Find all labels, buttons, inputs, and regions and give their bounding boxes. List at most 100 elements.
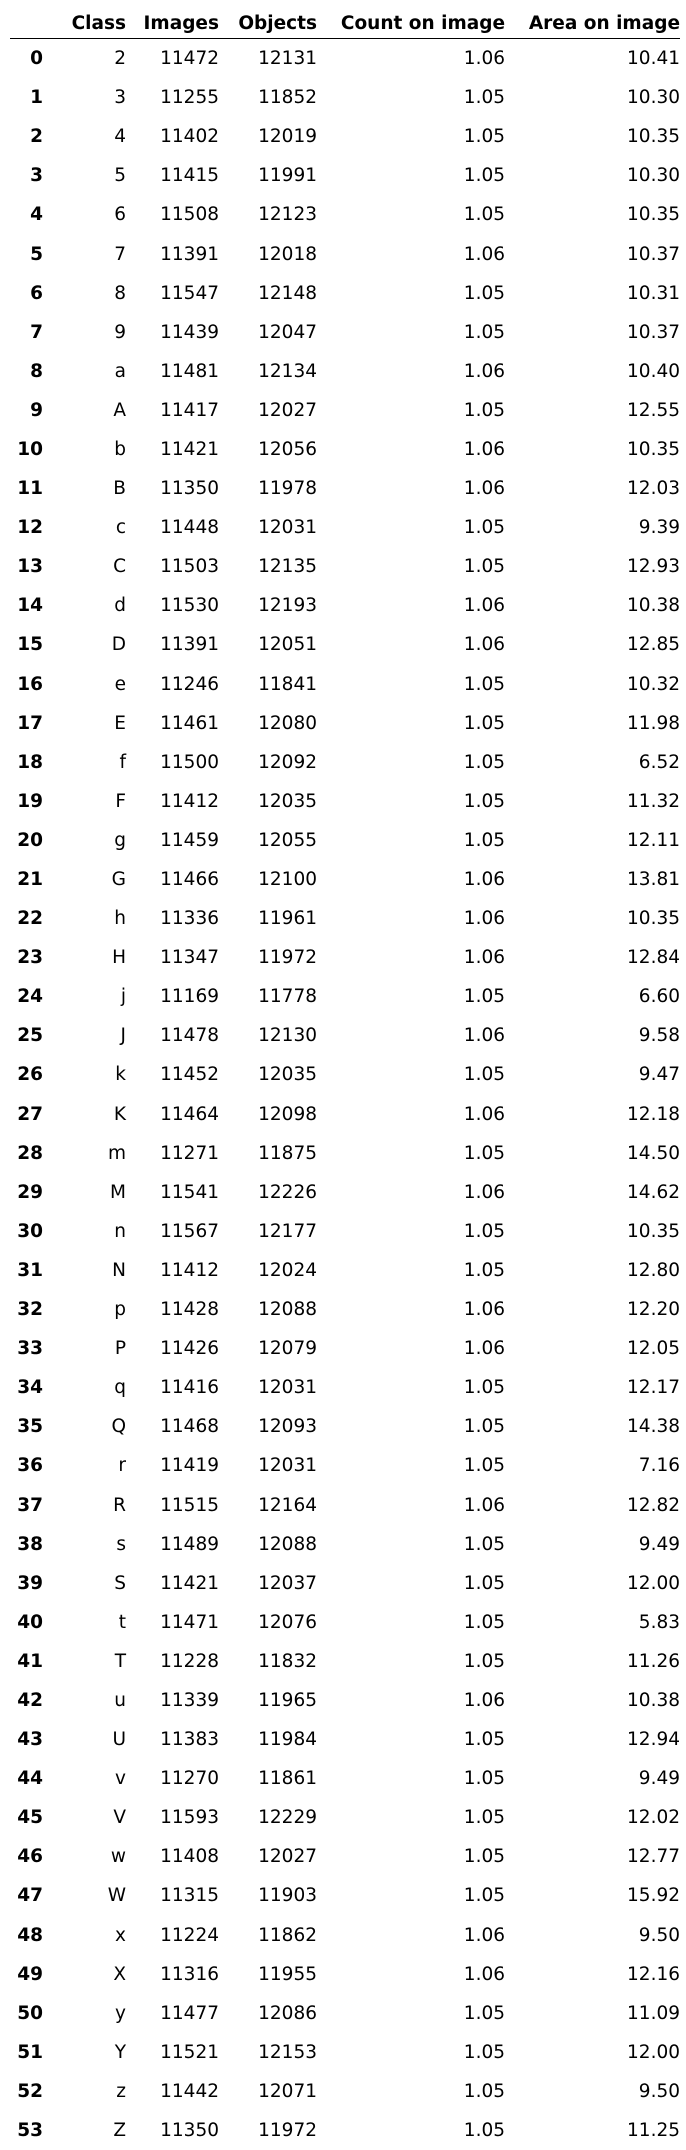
- cell-class: G: [43, 860, 126, 899]
- row-index: 2: [10, 117, 43, 156]
- cell-class: D: [43, 625, 126, 664]
- cell-area-on-image: 9.50: [505, 1916, 680, 1955]
- cell-images: 11515: [126, 1485, 219, 1524]
- row-index: 27: [10, 1095, 43, 1134]
- cell-count-on-image: 1.06: [317, 469, 505, 508]
- cell-images: 11224: [126, 1916, 219, 1955]
- cell-objects: 12226: [219, 1173, 317, 1212]
- cell-images: 11541: [126, 1173, 219, 1212]
- cell-images: 11416: [126, 1368, 219, 1407]
- cell-class: t: [43, 1603, 126, 1642]
- cell-images: 11408: [126, 1837, 219, 1876]
- cell-class: X: [43, 1955, 126, 1994]
- cell-class: a: [43, 352, 126, 391]
- cell-class: T: [43, 1642, 126, 1681]
- row-index: 50: [10, 1994, 43, 2033]
- cell-area-on-image: 10.30: [505, 78, 680, 117]
- row-index: 28: [10, 1134, 43, 1173]
- cell-class: H: [43, 938, 126, 977]
- cell-count-on-image: 1.06: [317, 352, 505, 391]
- cell-count-on-image: 1.06: [317, 938, 505, 977]
- cell-count-on-image: 1.05: [317, 1446, 505, 1485]
- cell-area-on-image: 10.35: [505, 430, 680, 469]
- cell-images: 11500: [126, 743, 219, 782]
- cell-area-on-image: 12.05: [505, 1329, 680, 1368]
- cell-count-on-image: 1.06: [317, 1681, 505, 1720]
- cell-count-on-image: 1.05: [317, 1212, 505, 1251]
- cell-count-on-image: 1.06: [317, 39, 505, 79]
- cell-class: N: [43, 1251, 126, 1290]
- cell-area-on-image: 12.00: [505, 2033, 680, 2072]
- cell-objects: 11862: [219, 1916, 317, 1955]
- cell-objects: 12076: [219, 1603, 317, 1642]
- cell-objects: 12055: [219, 821, 317, 860]
- cell-images: 11315: [126, 1876, 219, 1915]
- row-index: 4: [10, 195, 43, 234]
- cell-objects: 11875: [219, 1134, 317, 1173]
- cell-images: 11477: [126, 1994, 219, 2033]
- row-index: 33: [10, 1329, 43, 1368]
- cell-count-on-image: 1.05: [317, 547, 505, 586]
- cell-class: Z: [43, 2111, 126, 2150]
- cell-class: j: [43, 977, 126, 1016]
- header-images: Images: [126, 8, 219, 39]
- cell-area-on-image: 13.81: [505, 860, 680, 899]
- cell-objects: 12100: [219, 860, 317, 899]
- row-index: 48: [10, 1916, 43, 1955]
- cell-count-on-image: 1.06: [317, 860, 505, 899]
- cell-class: K: [43, 1095, 126, 1134]
- row-index: 53: [10, 2111, 43, 2150]
- cell-count-on-image: 1.06: [317, 1916, 505, 1955]
- cell-area-on-image: 9.50: [505, 2072, 680, 2111]
- cell-count-on-image: 1.05: [317, 1876, 505, 1915]
- cell-area-on-image: 12.18: [505, 1095, 680, 1134]
- cell-count-on-image: 1.05: [317, 1564, 505, 1603]
- cell-area-on-image: 6.52: [505, 743, 680, 782]
- cell-area-on-image: 7.16: [505, 1446, 680, 1485]
- row-index: 32: [10, 1290, 43, 1329]
- cell-count-on-image: 1.05: [317, 1407, 505, 1446]
- cell-objects: 12229: [219, 1798, 317, 1837]
- cell-class: c: [43, 508, 126, 547]
- row-index: 17: [10, 704, 43, 743]
- row-index: 38: [10, 1525, 43, 1564]
- cell-images: 11316: [126, 1955, 219, 1994]
- cell-area-on-image: 9.49: [505, 1759, 680, 1798]
- row-index: 23: [10, 938, 43, 977]
- row-index: 13: [10, 547, 43, 586]
- cell-objects: 12031: [219, 508, 317, 547]
- cell-objects: 12130: [219, 1016, 317, 1055]
- cell-count-on-image: 1.06: [317, 1955, 505, 1994]
- cell-objects: 11972: [219, 938, 317, 977]
- cell-objects: 12031: [219, 1368, 317, 1407]
- cell-count-on-image: 1.06: [317, 586, 505, 625]
- cell-objects: 12123: [219, 195, 317, 234]
- cell-objects: 12098: [219, 1095, 317, 1134]
- cell-objects: 11832: [219, 1642, 317, 1681]
- row-index: 41: [10, 1642, 43, 1681]
- cell-class: J: [43, 1016, 126, 1055]
- cell-count-on-image: 1.05: [317, 821, 505, 860]
- row-index: 39: [10, 1564, 43, 1603]
- cell-area-on-image: 12.02: [505, 1798, 680, 1837]
- cell-count-on-image: 1.05: [317, 1525, 505, 1564]
- cell-class: V: [43, 1798, 126, 1837]
- cell-images: 11461: [126, 704, 219, 743]
- cell-objects: 12079: [219, 1329, 317, 1368]
- cell-images: 11481: [126, 352, 219, 391]
- row-index: 46: [10, 1837, 43, 1876]
- row-index: 40: [10, 1603, 43, 1642]
